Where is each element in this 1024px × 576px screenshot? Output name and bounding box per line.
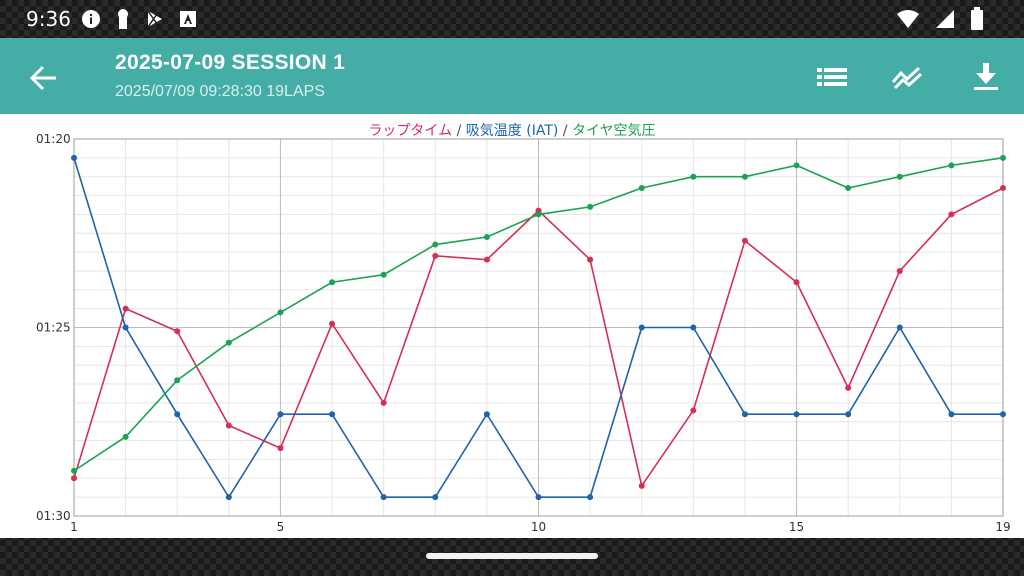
data-point bbox=[896, 173, 903, 180]
data-point bbox=[225, 422, 232, 429]
title-lap-time: ラップタイム bbox=[368, 123, 453, 139]
data-point bbox=[948, 211, 955, 218]
app-bar: 2025-07-09 SESSION 1 2025/07/09 09:28:30… bbox=[0, 38, 1024, 114]
chart-area[interactable]: ラップタイム / 吸気温度 (IAT) / タイヤ空気圧 1 5 10 15 19 01:… bbox=[0, 114, 1024, 538]
trend-icon bbox=[891, 66, 923, 90]
chart-title: ラップタイム / 吸気温度 (IAT) / タイヤ空気圧 bbox=[0, 120, 1024, 140]
title-tire-pressure: タイヤ空気圧 bbox=[571, 123, 656, 139]
data-point bbox=[71, 154, 77, 161]
data-point bbox=[845, 384, 852, 391]
info-icon bbox=[81, 10, 100, 28]
y-tick-label: 01:30 bbox=[36, 509, 71, 523]
data-point bbox=[896, 324, 903, 331]
arrow-back-icon bbox=[29, 65, 56, 91]
x-tick-label: 5 bbox=[277, 520, 285, 534]
data-point bbox=[329, 411, 336, 418]
data-point bbox=[845, 185, 852, 192]
data-point bbox=[380, 271, 387, 278]
data-point bbox=[741, 173, 748, 180]
data-point bbox=[380, 399, 387, 406]
data-point bbox=[225, 494, 232, 501]
data-point bbox=[277, 309, 284, 316]
play-store-icon bbox=[147, 10, 162, 28]
data-point bbox=[122, 324, 129, 331]
data-point bbox=[845, 411, 852, 418]
data-point bbox=[174, 377, 181, 384]
x-tick-label: 10 bbox=[531, 520, 546, 534]
title-iat: 吸気温度 (IAT) bbox=[465, 123, 559, 139]
data-point bbox=[587, 494, 594, 501]
data-point bbox=[587, 256, 594, 263]
data-point bbox=[174, 328, 181, 335]
data-point bbox=[483, 234, 490, 241]
data-point bbox=[587, 203, 594, 210]
data-point bbox=[535, 211, 542, 218]
data-point bbox=[277, 411, 284, 418]
data-point bbox=[690, 407, 697, 414]
data-point bbox=[741, 411, 748, 418]
battery-icon bbox=[971, 7, 983, 30]
data-point bbox=[741, 237, 748, 244]
session-subtitle: 2025/07/09 09:28:30 19LAPS bbox=[115, 83, 325, 100]
data-point bbox=[174, 411, 181, 418]
data-point bbox=[71, 475, 77, 482]
data-point bbox=[793, 411, 800, 418]
wifi-icon bbox=[897, 10, 919, 28]
data-point bbox=[690, 173, 697, 180]
data-point bbox=[122, 433, 129, 440]
data-point bbox=[71, 467, 77, 474]
data-point bbox=[638, 185, 645, 192]
title-separator: / bbox=[558, 123, 572, 139]
data-point bbox=[277, 445, 284, 452]
data-point bbox=[793, 162, 800, 169]
data-point bbox=[483, 411, 490, 418]
data-point bbox=[535, 494, 542, 501]
data-point bbox=[690, 324, 697, 331]
data-point bbox=[380, 494, 387, 501]
list-button[interactable] bbox=[815, 60, 849, 94]
x-tick-label: 1 bbox=[70, 520, 78, 534]
title-separator: / bbox=[452, 123, 466, 139]
data-point bbox=[432, 252, 439, 259]
data-point bbox=[483, 256, 490, 263]
data-point bbox=[225, 339, 232, 346]
y-tick-label: 01:20 bbox=[36, 132, 71, 146]
font-icon bbox=[179, 11, 196, 27]
data-point bbox=[329, 320, 336, 327]
data-point bbox=[896, 267, 903, 274]
data-point bbox=[1000, 154, 1006, 161]
data-point bbox=[638, 482, 645, 489]
download-icon bbox=[974, 63, 998, 90]
x-tick-label: 19 bbox=[995, 520, 1010, 534]
session-title: 2025-07-09 SESSION 1 bbox=[115, 51, 346, 74]
gesture-nav-bar[interactable] bbox=[426, 553, 598, 559]
back-button[interactable] bbox=[24, 58, 64, 98]
list-icon bbox=[817, 68, 847, 86]
y-tick-label: 01:25 bbox=[36, 321, 71, 335]
trend-button[interactable] bbox=[891, 60, 925, 94]
data-point bbox=[432, 494, 439, 501]
signal-icon bbox=[936, 10, 954, 28]
data-point bbox=[1000, 185, 1006, 192]
status-time: 9:36 bbox=[26, 7, 71, 31]
download-button[interactable] bbox=[969, 60, 1003, 94]
data-point bbox=[329, 279, 336, 286]
data-point bbox=[1000, 411, 1006, 418]
data-point bbox=[432, 241, 439, 248]
status-bar: 9:36 bbox=[0, 0, 1024, 38]
data-point bbox=[793, 279, 800, 286]
x-tick-label: 15 bbox=[789, 520, 804, 534]
data-point bbox=[948, 162, 955, 169]
data-point bbox=[122, 305, 129, 312]
plot-frame bbox=[73, 138, 1004, 517]
data-point bbox=[948, 411, 955, 418]
data-point bbox=[638, 324, 645, 331]
keyhole-icon bbox=[117, 9, 128, 29]
